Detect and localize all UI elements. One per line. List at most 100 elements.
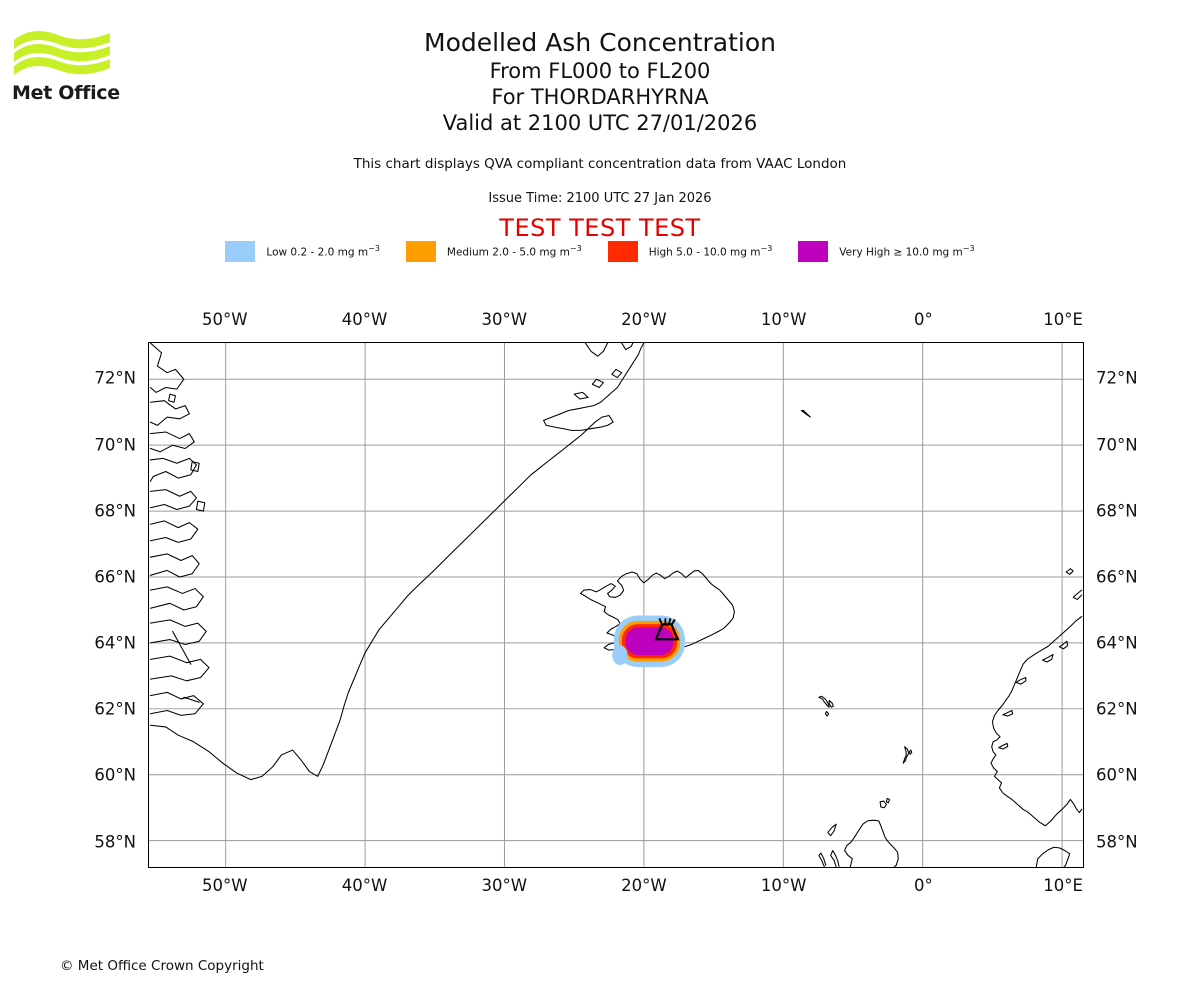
- coastline-segment: [172, 630, 192, 665]
- coastline-segment: [149, 586, 204, 611]
- legend-swatch-low: [225, 241, 256, 262]
- volcano-plume-stroke: [671, 618, 676, 625]
- lon-tick-label: 10°E: [1043, 876, 1083, 895]
- lat-tick-label-left: 62°N: [94, 699, 136, 719]
- legend-item-medium: Medium 2.0 - 5.0 mg m−3: [405, 241, 582, 262]
- legend-swatch-very-high: [798, 241, 829, 262]
- coastline-segment: [183, 696, 200, 703]
- ash-band-low-tail: [612, 645, 628, 665]
- coastline-segment: [902, 746, 910, 764]
- graticule-layer: [149, 343, 1083, 867]
- coastline-segment: [1058, 640, 1069, 650]
- legend-item-low: Low 0.2 - 2.0 mg m−3: [225, 241, 380, 262]
- lon-tick-label: 20°W: [621, 876, 667, 895]
- coastline-segment: [844, 819, 899, 867]
- coastline-segment: [149, 619, 207, 646]
- legend-label-low: Low 0.2 - 2.0 mg m−3: [266, 244, 380, 259]
- legend-swatch-medium: [405, 241, 436, 262]
- legend-exponent-very-high: −3: [962, 244, 975, 254]
- lon-tick-label: 10°W: [760, 310, 807, 329]
- ash-plume-layer: [612, 615, 685, 667]
- coastline-segment: [998, 742, 1009, 750]
- coastline-layer: [149, 343, 1083, 867]
- coastline-segment: [1072, 589, 1083, 600]
- issue-time: Issue Time: 2100 UTC 27 Jan 2026: [488, 191, 712, 206]
- lat-tick-label-right: 66°N: [1096, 567, 1138, 587]
- lat-tick-label-left: 66°N: [94, 567, 136, 587]
- coastline-segment: [149, 431, 195, 453]
- qva-note: This chart displays QVA compliant concen…: [353, 156, 847, 172]
- lat-tick-label-left: 72°N: [94, 368, 136, 388]
- lat-tick-label-right: 68°N: [1096, 501, 1138, 521]
- volcano-name-line: For THORDARHYRNA: [491, 85, 709, 109]
- page-title: Modelled Ash Concentration: [424, 28, 776, 57]
- coastline-segment: [1015, 677, 1027, 685]
- lat-tick-label-right: 64°N: [1096, 633, 1138, 653]
- map-frame[interactable]: [148, 342, 1084, 868]
- ash-band-very-high: [625, 627, 674, 656]
- coastline-segment: [828, 700, 834, 708]
- legend-exponent-medium: −3: [569, 244, 582, 254]
- coastline-segment: [591, 378, 604, 389]
- coastline-segment: [818, 695, 830, 708]
- coastline-segment: [1065, 568, 1074, 575]
- coastline-segment: [1035, 846, 1071, 867]
- coastline-segment: [573, 391, 589, 400]
- coastline-segment: [579, 569, 735, 660]
- coastline-segment: [1042, 653, 1054, 663]
- coastline-segment: [168, 393, 176, 403]
- lon-tick-label: 40°W: [341, 310, 388, 329]
- lat-tick-label-right: 62°N: [1096, 699, 1138, 719]
- coastline-segment: [990, 616, 1083, 827]
- coastline-segment: [621, 343, 634, 351]
- coastline-segment: [584, 343, 609, 357]
- legend-item-high: High 5.0 - 10.0 mg m−3: [607, 241, 773, 262]
- volcano-marker-layer: [654, 618, 680, 641]
- volcano-cone: [654, 623, 680, 641]
- coastline-segment: [149, 343, 185, 393]
- coastline-segment: [827, 823, 837, 837]
- lat-tick-label-right: 72°N: [1096, 368, 1138, 388]
- legend-label-high: High 5.0 - 10.0 mg m−3: [648, 244, 773, 259]
- legend-label-very-high: Very High ≥ 10.0 mg m−3: [839, 244, 975, 259]
- lat-tick-label-left: 60°N: [94, 765, 136, 785]
- lon-tick-label: 10°E: [1043, 310, 1083, 329]
- coastline-segment: [149, 457, 197, 482]
- volcano-plume-stroke: [658, 618, 663, 625]
- legend-label-medium: Medium 2.0 - 5.0 mg m−3: [446, 244, 582, 259]
- coastline-segment: [800, 410, 812, 418]
- legend-exponent-low: −3: [368, 244, 380, 254]
- lon-tick-label: 0°: [913, 310, 933, 329]
- flight-level-range: From FL000 to FL200: [489, 59, 711, 83]
- copyright-footer: © Met Office Crown Copyright: [60, 958, 264, 974]
- met-office-logo-text: Met Office: [12, 82, 120, 104]
- coastline-segment: [1002, 709, 1014, 717]
- lat-tick-label-left: 58°N: [94, 832, 136, 852]
- legend-item-very-high: Very High ≥ 10.0 mg m−3: [798, 241, 975, 262]
- lon-tick-label: 50°W: [202, 310, 248, 329]
- map-canvas: [149, 343, 1083, 867]
- coastline-segment: [149, 416, 603, 781]
- lon-tick-label: 20°W: [621, 310, 667, 329]
- coastline-segment: [149, 553, 200, 578]
- met-office-logo: Met Office: [12, 28, 122, 113]
- chart-title-block: Modelled Ash Concentration From FL000 to…: [0, 28, 1200, 136]
- coastline-segment: [879, 800, 887, 809]
- coastline-segment: [190, 461, 200, 473]
- met-office-wave-icon: [14, 30, 110, 75]
- lon-tick-label: 40°W: [341, 876, 388, 895]
- lon-tick-label: 30°W: [481, 310, 528, 329]
- lat-tick-label-right: 58°N: [1096, 832, 1138, 852]
- lon-tick-label: 10°W: [760, 876, 807, 895]
- volcano-marker[interactable]: [654, 618, 680, 641]
- legend-exponent-high: −3: [760, 244, 773, 254]
- coastline-segment: [195, 500, 206, 512]
- coastline-segment: [908, 749, 913, 755]
- valid-time: Valid at 2100 UTC 27/01/2026: [442, 111, 758, 135]
- coastline-segment: [885, 797, 891, 804]
- coastline-segment: [149, 655, 210, 682]
- coastline-segment: [543, 343, 645, 431]
- coastline-segment: [149, 520, 199, 543]
- lon-tick-label: 0°: [913, 876, 933, 895]
